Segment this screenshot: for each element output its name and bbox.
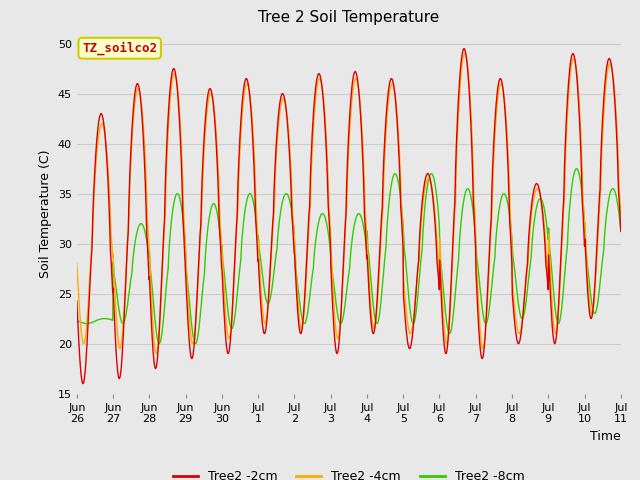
Tree2 -2cm (73, 298, 81, 304)
Tree2 -8cm (505, 205, 513, 211)
Tree2 -4cm (434, 249, 442, 255)
Line: Tree2 -4cm: Tree2 -4cm (77, 54, 621, 354)
Tree2 -8cm (195, 331, 202, 337)
Tree2 -8cm (180, 232, 188, 238)
Tree2 -8cm (255, 246, 263, 252)
Tree2 -2cm (181, 256, 189, 262)
Tree2 -8cm (553, 315, 561, 321)
Tree2 -2cm (505, 191, 513, 196)
Tree2 -2cm (79, 381, 86, 386)
Tree2 -8cm (73, 318, 81, 324)
Tree2 -2cm (255, 271, 263, 277)
Tree2 -2cm (434, 263, 442, 269)
Tree2 -4cm (617, 213, 625, 218)
Tree2 -8cm (191, 341, 199, 347)
Tree2 -2cm (553, 328, 561, 334)
Tree2 -4cm (461, 51, 468, 57)
X-axis label: Time: Time (590, 430, 621, 443)
Legend: Tree2 -2cm, Tree2 -4cm, Tree2 -8cm: Tree2 -2cm, Tree2 -4cm, Tree2 -8cm (168, 465, 529, 480)
Tree2 -4cm (73, 261, 81, 266)
Tree2 -2cm (195, 270, 202, 276)
Tree2 -4cm (553, 325, 561, 331)
Tree2 -4cm (152, 351, 160, 357)
Line: Tree2 -8cm: Tree2 -8cm (77, 168, 621, 344)
Y-axis label: Soil Temperature (C): Soil Temperature (C) (39, 149, 52, 278)
Tree2 -8cm (617, 228, 625, 234)
Tree2 -4cm (181, 233, 189, 239)
Tree2 -8cm (573, 166, 580, 171)
Tree2 -2cm (617, 228, 625, 234)
Tree2 -4cm (505, 168, 513, 174)
Text: TZ_soilco2: TZ_soilco2 (82, 42, 157, 55)
Tree2 -4cm (195, 276, 202, 281)
Tree2 -2cm (460, 46, 468, 51)
Tree2 -8cm (434, 200, 442, 205)
Title: Tree 2 Soil Temperature: Tree 2 Soil Temperature (258, 11, 440, 25)
Line: Tree2 -2cm: Tree2 -2cm (77, 48, 621, 384)
Tree2 -4cm (255, 252, 263, 258)
